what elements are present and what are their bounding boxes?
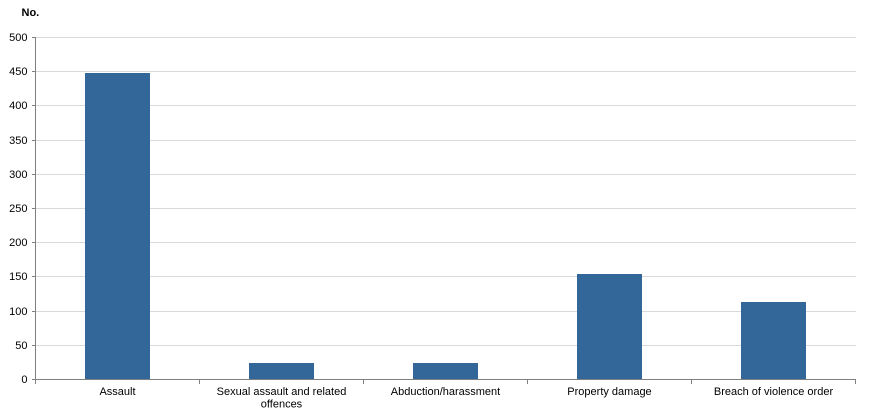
svg-text:No.: No. bbox=[22, 7, 40, 19]
svg-text:Sexual assault and related: Sexual assault and related bbox=[217, 386, 347, 398]
svg-text:250: 250 bbox=[9, 203, 27, 215]
svg-text:350: 350 bbox=[9, 135, 27, 147]
svg-text:450: 450 bbox=[9, 66, 27, 78]
svg-text:Assault: Assault bbox=[99, 386, 135, 398]
svg-text:Property damage: Property damage bbox=[567, 386, 651, 398]
svg-text:200: 200 bbox=[9, 237, 27, 249]
svg-text:Abduction/harassment: Abduction/harassment bbox=[391, 386, 500, 398]
svg-text:Breach of violence order: Breach of violence order bbox=[714, 386, 834, 398]
svg-text:400: 400 bbox=[9, 100, 27, 112]
svg-text:150: 150 bbox=[9, 271, 27, 283]
svg-text:100: 100 bbox=[9, 306, 27, 318]
svg-text:50: 50 bbox=[15, 340, 27, 352]
svg-text:0: 0 bbox=[21, 374, 27, 386]
svg-text:offences: offences bbox=[261, 399, 303, 411]
svg-text:300: 300 bbox=[9, 169, 27, 181]
svg-text:500: 500 bbox=[9, 32, 27, 44]
